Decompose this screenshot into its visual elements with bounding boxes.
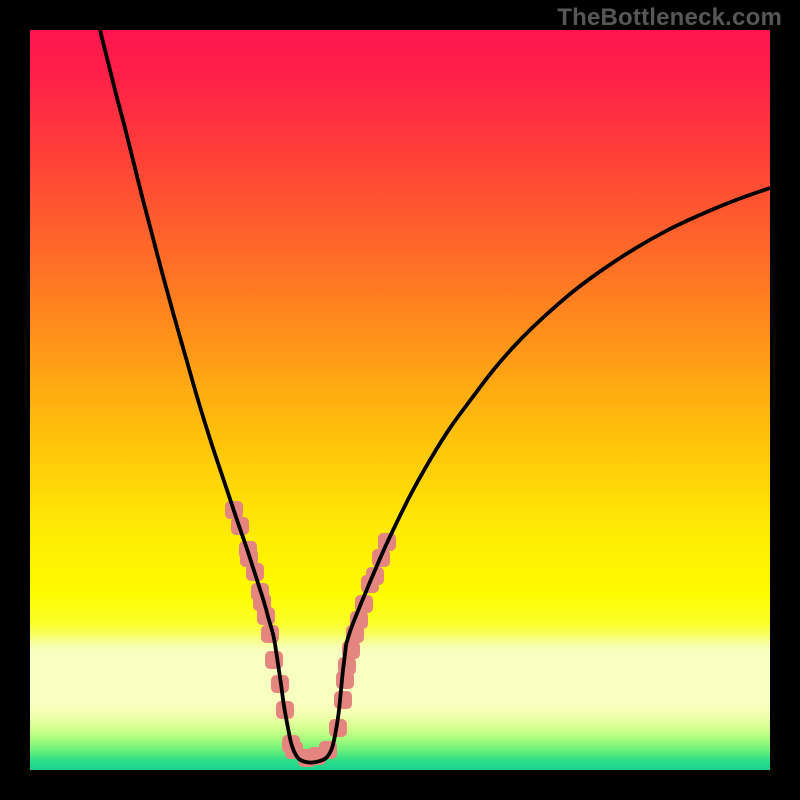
data-marker xyxy=(336,671,354,689)
data-marker xyxy=(265,651,283,669)
bottleneck-plot xyxy=(30,30,770,770)
root-surface: TheBottleneck.com xyxy=(0,0,800,800)
plot-background xyxy=(30,30,770,770)
data-marker xyxy=(334,691,352,709)
plot-svg xyxy=(30,30,770,770)
watermark-label: TheBottleneck.com xyxy=(557,4,782,32)
